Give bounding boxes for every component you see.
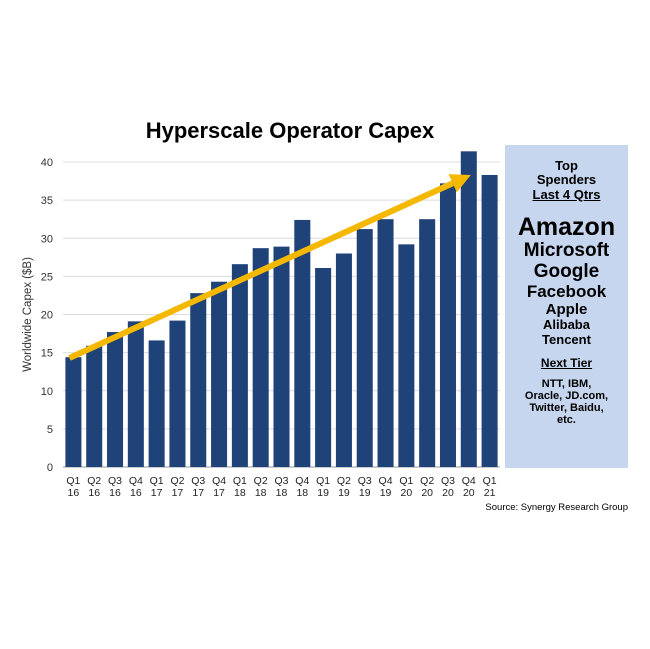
x-tick-label: Q2 (420, 475, 434, 487)
bar (127, 321, 144, 467)
x-tick-label: 16 (68, 487, 80, 499)
y-tick-label: 20 (41, 310, 53, 322)
x-tick-label: 19 (380, 487, 392, 499)
trend-arrow-shaft (68, 180, 454, 361)
panel-heading-period: Last 4 Qtrs (532, 186, 601, 202)
x-tick-label: 17 (151, 487, 163, 499)
x-tick-label: Q3 (358, 475, 372, 487)
x-tick-label: 16 (88, 487, 100, 499)
x-tick-label: Q1 (66, 475, 80, 487)
next-tier-list: NTT, IBM, Oracle, JD.com, Twitter, Baidu… (505, 378, 628, 426)
x-tick-label: 17 (192, 487, 204, 499)
next-tier-heading: Next Tier (540, 355, 593, 370)
x-tick-label: Q2 (337, 475, 351, 487)
spender-microsoft: Microsoft (523, 240, 610, 262)
y-tick-label: 5 (47, 424, 53, 436)
spender-amazon: Amazon (517, 212, 616, 241)
x-tick-label: 20 (401, 487, 413, 499)
source-note: Source: Synergy Research Group (485, 502, 628, 513)
x-tick-label: Q3 (274, 475, 288, 487)
chart-title: Hyperscale Operator Capex (145, 118, 435, 143)
x-tick-label: Q1 (316, 475, 330, 487)
y-tick-label: 35 (41, 195, 53, 207)
bar (231, 264, 248, 467)
x-tick-label: 20 (463, 487, 475, 499)
bar (169, 320, 186, 467)
bar (252, 248, 269, 467)
y-tick-label: 30 (41, 233, 53, 245)
y-tick-label: 15 (41, 348, 53, 360)
bar (356, 229, 373, 467)
x-tick-label: 16 (130, 487, 142, 499)
x-tick-label: 18 (234, 487, 246, 499)
y-tick-label: 25 (41, 271, 53, 283)
y-tick-label: 0 (47, 462, 53, 474)
x-tick-label: Q3 (191, 475, 205, 487)
x-tick-label: 21 (484, 487, 496, 499)
bar (107, 332, 124, 467)
x-tick-label: Q4 (129, 475, 143, 487)
bar (294, 219, 311, 467)
x-tick-label: Q3 (441, 475, 455, 487)
bar (419, 219, 436, 467)
bar (481, 174, 498, 467)
bar (377, 219, 394, 467)
x-tick-label: Q4 (212, 475, 226, 487)
top-spenders-panel: Top Spenders Last 4 Qtrs Amazon Microsof… (505, 145, 628, 468)
spender-apple: Apple (545, 300, 588, 318)
bar (439, 183, 456, 467)
next-tier-line: Oracle, JD.com, (524, 390, 609, 403)
x-tick-label: 16 (109, 487, 121, 499)
x-tick-label: Q2 (254, 475, 268, 487)
bar (335, 253, 352, 467)
next-tier-line: etc. (557, 414, 576, 427)
panel-heading-spenders: Spenders (536, 172, 597, 188)
y-tick-label: 10 (41, 386, 53, 398)
bar (460, 151, 477, 467)
x-tick-label: 19 (338, 487, 350, 499)
x-tick-label: 20 (442, 487, 454, 499)
x-tick-label: 17 (213, 487, 225, 499)
panel-heading-top: Top (555, 158, 578, 173)
bar (148, 340, 165, 467)
x-tick-label: 18 (255, 487, 267, 499)
bar (211, 281, 228, 467)
x-tick-label: Q1 (399, 475, 413, 487)
x-tick-label: Q2 (170, 475, 184, 487)
bar (65, 357, 82, 467)
x-tick-label: 17 (172, 487, 184, 499)
x-tick-label: 19 (317, 487, 329, 499)
y-tick-label: 40 (41, 157, 53, 169)
x-tick-label: 20 (421, 487, 433, 499)
bar (315, 267, 332, 467)
x-tick-label: Q1 (483, 475, 497, 487)
bar (273, 246, 290, 467)
bar (190, 293, 207, 467)
x-tick-label: Q4 (379, 475, 393, 487)
spender-facebook: Facebook (526, 282, 607, 302)
spender-alibaba: Alibaba (543, 317, 590, 333)
bar (86, 345, 103, 467)
x-tick-label: 18 (296, 487, 308, 499)
x-tick-label: Q4 (462, 475, 476, 487)
x-tick-label: Q1 (233, 475, 247, 487)
x-tick-label: Q1 (150, 475, 164, 487)
x-tick-label: 19 (359, 487, 371, 499)
bar (398, 244, 415, 467)
x-tick-label: 18 (276, 487, 288, 499)
y-axis-label: Worldwide Capex ($B) (22, 257, 34, 372)
trend-arrow-head (448, 174, 471, 193)
x-tick-label: Q2 (87, 475, 101, 487)
next-tier-line: NTT, IBM, (541, 378, 592, 391)
next-tier-line: Twitter, Baidu, (529, 402, 604, 415)
spender-google: Google (533, 261, 600, 283)
x-tick-label: Q3 (108, 475, 122, 487)
x-tick-label: Q4 (295, 475, 309, 487)
spender-tencent: Tencent (542, 331, 591, 347)
